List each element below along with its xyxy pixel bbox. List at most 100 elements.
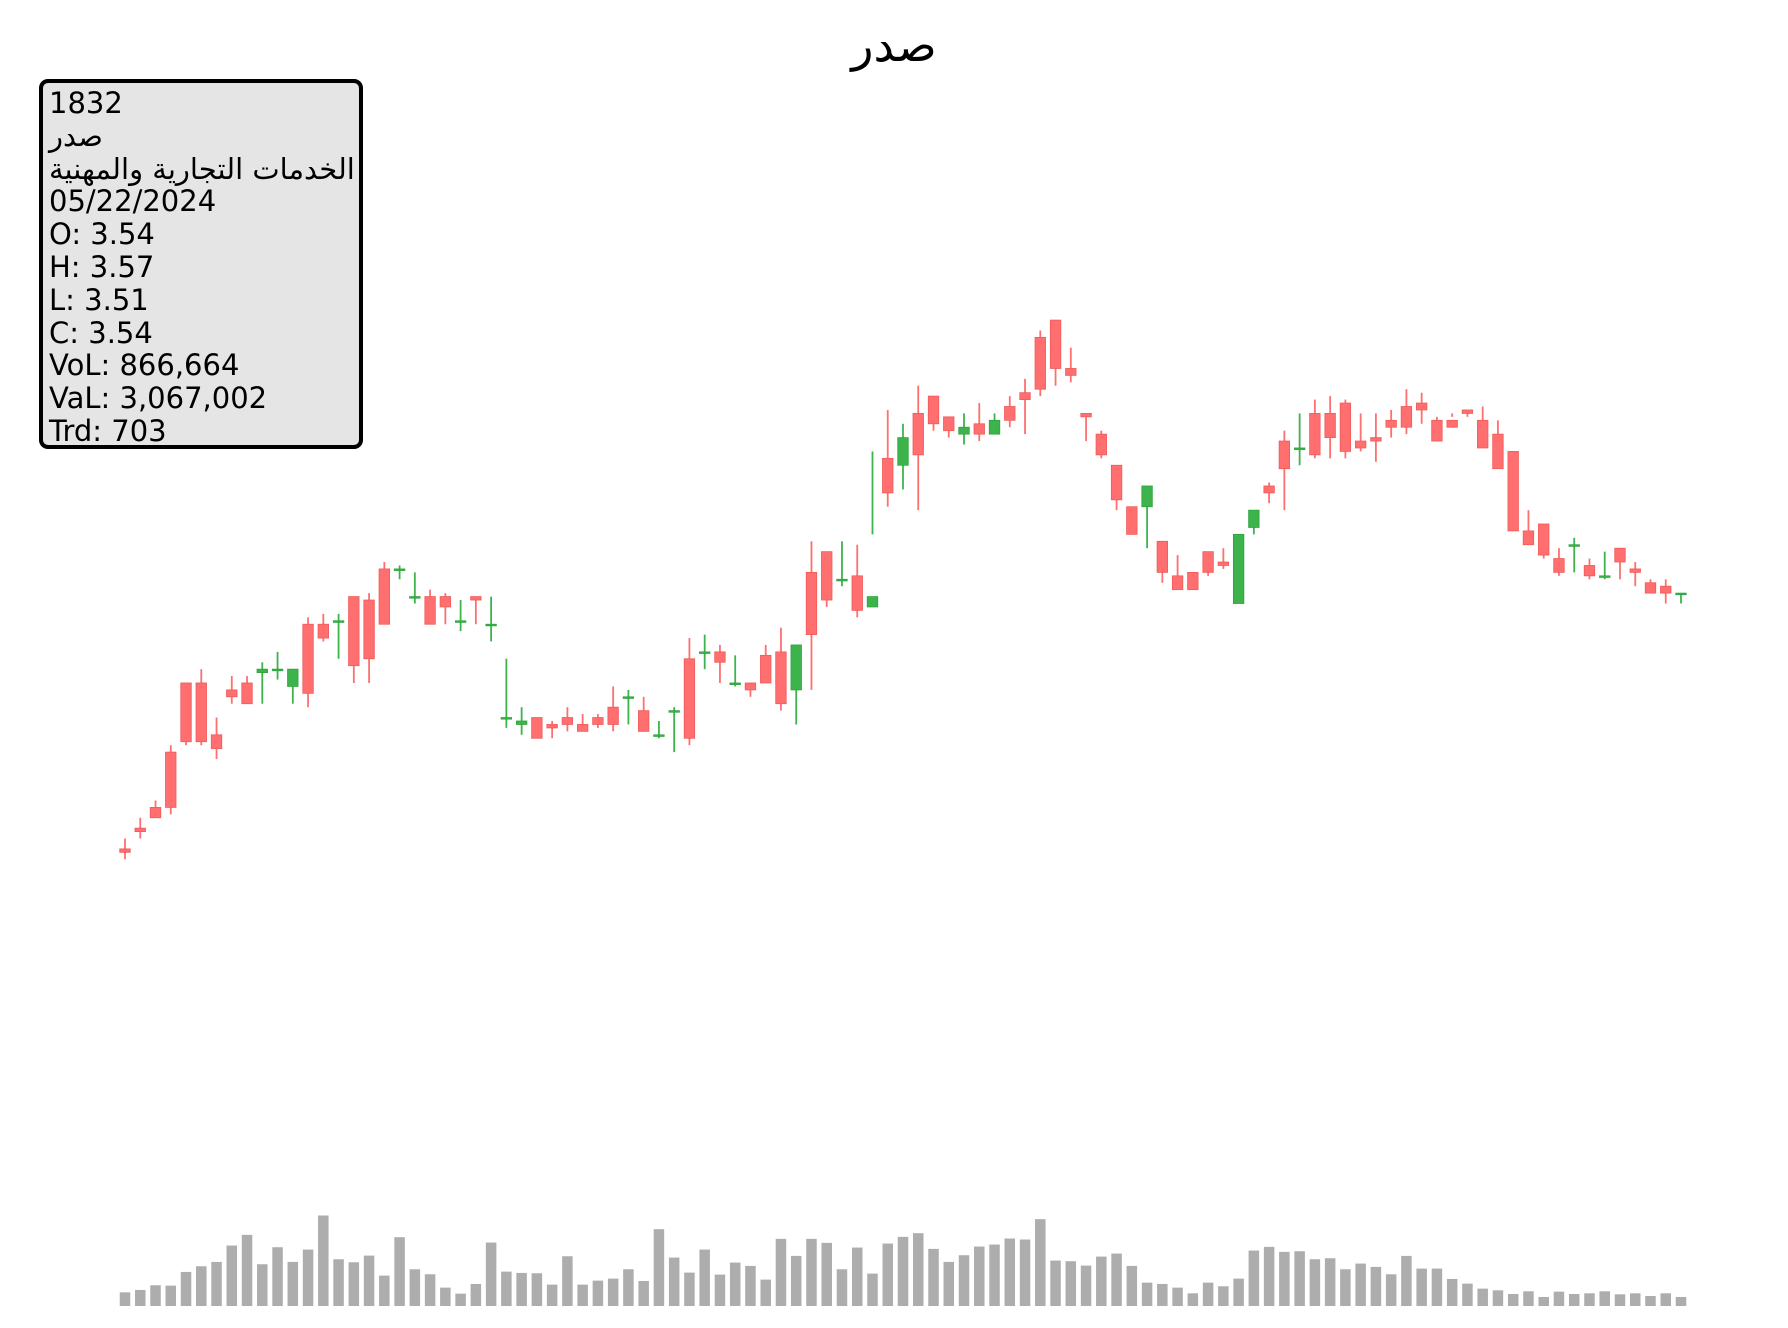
volume-bar bbox=[1050, 1260, 1061, 1306]
volume-bar bbox=[1584, 1293, 1595, 1306]
volume-bar bbox=[1111, 1253, 1122, 1306]
candle-up bbox=[485, 623, 497, 627]
candle-down bbox=[1080, 412, 1092, 418]
candle-up bbox=[866, 596, 879, 608]
volume-bar bbox=[257, 1264, 268, 1306]
volume-bar bbox=[897, 1236, 909, 1306]
candle-down bbox=[638, 710, 650, 732]
candle-down bbox=[119, 848, 131, 853]
volume-bar bbox=[760, 1279, 771, 1306]
volume-bar bbox=[1004, 1238, 1016, 1306]
volume-bar bbox=[851, 1247, 863, 1306]
candle-down bbox=[1095, 433, 1107, 456]
volume-bar bbox=[1645, 1295, 1656, 1306]
candle-up bbox=[500, 717, 513, 720]
candle-up bbox=[1232, 533, 1245, 604]
info-value: VaL: 3,067,002 bbox=[49, 381, 268, 416]
candle-up bbox=[1141, 485, 1153, 508]
candle-up bbox=[515, 720, 528, 725]
volume-bar bbox=[684, 1272, 695, 1306]
volume-bar bbox=[1477, 1288, 1488, 1306]
volume-bar bbox=[1294, 1251, 1305, 1306]
volume-bar bbox=[974, 1246, 985, 1306]
volume-bar bbox=[1614, 1294, 1626, 1306]
volume-bar bbox=[1431, 1268, 1443, 1306]
candle-down bbox=[1660, 585, 1672, 594]
candle-down bbox=[821, 551, 833, 601]
volume-bar bbox=[623, 1269, 634, 1306]
candle-down bbox=[226, 689, 238, 698]
volume-bar bbox=[1248, 1250, 1260, 1306]
volume-bar bbox=[1263, 1246, 1275, 1306]
volume-bar bbox=[1507, 1293, 1519, 1306]
candle-down bbox=[744, 682, 757, 691]
candle-down bbox=[363, 599, 375, 660]
volume-bar bbox=[302, 1249, 314, 1306]
volume-bar bbox=[638, 1280, 649, 1306]
volume-bar bbox=[1126, 1265, 1138, 1306]
candle-up bbox=[988, 419, 1001, 435]
volume-bar bbox=[1599, 1291, 1610, 1306]
volume-bar bbox=[1279, 1251, 1290, 1306]
volume-bar bbox=[1035, 1219, 1046, 1306]
volume-bar bbox=[1629, 1293, 1641, 1306]
candle-down bbox=[1263, 485, 1275, 494]
volume-bar bbox=[1065, 1261, 1077, 1306]
candle-down bbox=[1507, 451, 1519, 532]
volume-bar bbox=[1141, 1282, 1153, 1306]
volume-bar bbox=[196, 1266, 207, 1306]
volume-bar bbox=[1340, 1269, 1351, 1306]
candle-up bbox=[1675, 592, 1687, 596]
candle-down bbox=[180, 682, 192, 743]
volume-bar bbox=[867, 1273, 878, 1306]
volume-bar bbox=[424, 1274, 436, 1306]
candle-up bbox=[790, 644, 802, 691]
volume-bar bbox=[348, 1262, 360, 1306]
candle-down bbox=[1522, 530, 1535, 546]
info-sector: الخدمات التجارية والمهنية bbox=[49, 151, 355, 186]
volume-bar bbox=[485, 1242, 497, 1306]
candle-up bbox=[699, 651, 711, 654]
info-date: 05/22/2024 bbox=[49, 184, 217, 219]
volume-bar bbox=[1462, 1283, 1473, 1306]
volume-bar bbox=[211, 1261, 222, 1306]
candle-down bbox=[1202, 551, 1214, 573]
volume-bar bbox=[1324, 1258, 1336, 1306]
candle-down bbox=[882, 457, 894, 494]
candle-down bbox=[1355, 440, 1367, 449]
candle-up bbox=[454, 620, 467, 623]
candle-up bbox=[836, 578, 848, 582]
volume-bar bbox=[1553, 1291, 1565, 1306]
candle-down bbox=[439, 596, 452, 608]
candle-down bbox=[1171, 575, 1184, 591]
candle-down bbox=[561, 717, 574, 725]
candle-down bbox=[470, 596, 482, 601]
candle-down bbox=[165, 751, 177, 808]
candle-down bbox=[1034, 336, 1046, 390]
candle-down bbox=[1416, 402, 1428, 411]
volume-bar bbox=[470, 1283, 482, 1306]
volume-bar bbox=[1080, 1265, 1092, 1306]
volume-bar bbox=[958, 1255, 970, 1306]
volume-bar bbox=[1172, 1287, 1183, 1306]
volume-bar bbox=[714, 1274, 726, 1306]
candle-up bbox=[393, 568, 406, 571]
volume-bar bbox=[165, 1285, 177, 1306]
volume-bar bbox=[653, 1229, 665, 1306]
candle-up bbox=[668, 710, 680, 713]
volume-bar bbox=[1233, 1278, 1244, 1306]
candle-down bbox=[1477, 419, 1489, 449]
candle-down bbox=[775, 651, 787, 705]
volume-bar bbox=[546, 1284, 558, 1306]
candle-down bbox=[1019, 392, 1031, 400]
volume-bar bbox=[913, 1233, 924, 1306]
volume-bar bbox=[135, 1289, 146, 1306]
candle-down bbox=[1385, 419, 1397, 428]
candle-down bbox=[1004, 406, 1016, 421]
candle-down bbox=[1339, 402, 1352, 452]
candle-down bbox=[592, 717, 604, 725]
volume-bar bbox=[1446, 1278, 1458, 1306]
candle-down bbox=[1492, 433, 1504, 470]
volume-bar bbox=[821, 1242, 832, 1306]
volume-bar bbox=[928, 1248, 939, 1306]
